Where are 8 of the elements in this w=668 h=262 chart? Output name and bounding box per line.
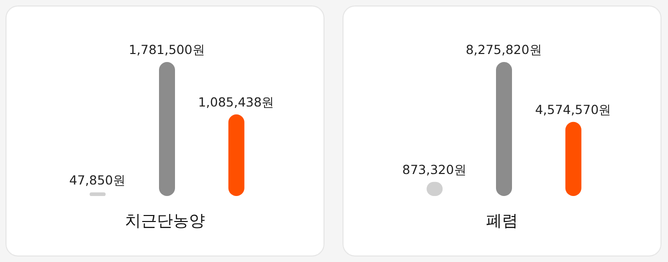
data-label: 1,781,500원 — [128, 42, 206, 57]
data-label: 47,850원 — [69, 172, 126, 188]
text: 치근단농양 — [125, 211, 205, 230]
data-label: 873,320원 — [402, 162, 467, 177]
data-label: 4,574,570원 — [535, 102, 612, 117]
data-label: 8,275,820원 — [466, 42, 542, 57]
data-label: 1,085,438원 — [198, 94, 275, 110]
text: 폐렴 — [486, 211, 518, 230]
